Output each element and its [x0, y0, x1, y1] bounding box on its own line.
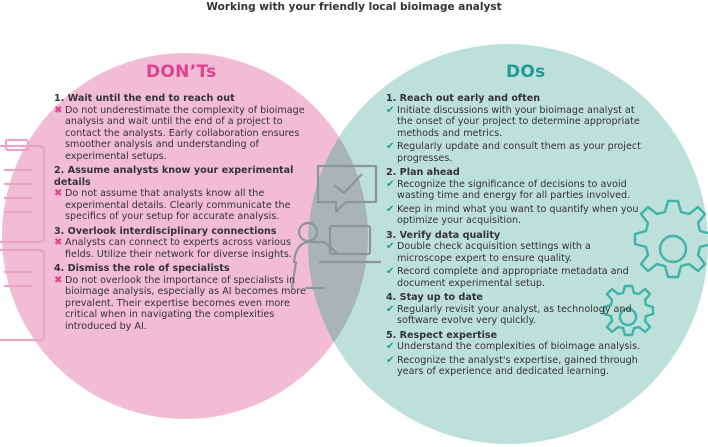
item-text: Initiate discussions with your bioimage …: [397, 104, 640, 139]
section-title: 1. Wait until the end to reach out: [54, 93, 235, 104]
list-item: ✔ Keep in mind what you want to quantify…: [386, 204, 648, 227]
donts-heading: DON’Ts: [146, 62, 217, 82]
list-item: ✔ Recognize the analyst's expertise, gai…: [386, 355, 648, 378]
check-icon: ✔: [386, 266, 395, 277]
section-title: 2. Plan ahead: [386, 167, 460, 178]
list-item: ✔ Understand the complexities of bioimag…: [386, 341, 648, 353]
cross-icon: ✖: [54, 237, 63, 248]
section-title: 5. Respect expertise: [386, 329, 498, 341]
list-item: ✖ Do not overlook the importance of spec…: [54, 275, 316, 333]
cross-icon: ✖: [54, 274, 63, 286]
person-at-laptop-icon: [290, 221, 382, 290]
list-item: ✔ Double check acquisition settings with…: [386, 241, 648, 264]
item-text: Record complete and appropriate metadata…: [397, 266, 629, 289]
chat-bubble-icon: [316, 164, 378, 214]
dos-section: 1. Reach out early and often ✔ Initiate …: [386, 93, 648, 164]
check-icon: ✔: [386, 141, 395, 152]
dos-section: 4. Stay up to date ✔ Regularly revisit y…: [386, 292, 648, 327]
donts-list: 1. Wait until the end to reach out ✖ Do …: [54, 93, 316, 335]
list-item: ✔ Initiate discussions with your bioimag…: [386, 105, 648, 140]
item-text: Keep in mind what you want to quantify w…: [397, 203, 639, 227]
item-text: Do not overlook the importance of specia…: [65, 274, 306, 332]
dos-heading: DOs: [506, 62, 546, 82]
item-text: Understand the complexities of bioimage …: [397, 341, 641, 352]
dos-circle: [308, 44, 708, 444]
check-icon: ✔: [386, 203, 395, 215]
check-icon: ✔: [386, 241, 395, 252]
list-item: ✖ Do not underestimate the complexity of…: [54, 105, 316, 163]
donts-section: 3. Overlook interdisciplinary connection…: [54, 226, 316, 261]
section-title: 1. Reach out early and often: [386, 93, 541, 104]
check-icon: ✔: [386, 104, 395, 116]
item-text: Double check acquisition settings with a…: [397, 241, 591, 264]
item-text: Analysts can connect to experts across v…: [65, 237, 292, 260]
section-title: 4. Dismiss the role of specialists: [54, 263, 230, 274]
list-item: ✔ Recognize the significance of decision…: [386, 179, 648, 202]
list-item: ✔ Record complete and appropriate metada…: [386, 266, 648, 289]
section-title: 3. Verify data quality: [386, 229, 501, 241]
cross-icon: ✖: [54, 188, 63, 199]
donts-section: 2. Assume analysts know your experimenta…: [54, 165, 316, 223]
cross-icon: ✖: [54, 104, 63, 116]
check-icon: ✔: [386, 341, 395, 352]
donts-section: 4. Dismiss the role of specialists ✖ Do …: [54, 263, 316, 332]
item-text: Regularly update and consult them as you…: [397, 141, 641, 164]
item-text: Recognize the analyst's expertise, gaine…: [397, 354, 638, 378]
check-icon: ✔: [386, 178, 395, 190]
item-text: Recognize the significance of decisions …: [397, 178, 631, 202]
check-icon: ✔: [386, 354, 395, 366]
section-title: 4. Stay up to date: [386, 292, 483, 303]
item-text: Do not assume that analysts know all the…: [65, 188, 291, 222]
check-icon: ✔: [386, 303, 395, 315]
item-text: Do not underestimate the complexity of b…: [65, 104, 305, 162]
donts-circle: [2, 53, 368, 419]
page-title: Working with your friendly local bioimag…: [206, 1, 502, 13]
list-item: ✔ Regularly update and consult them as y…: [386, 141, 648, 164]
dos-section: 3. Verify data quality ✔ Double check ac…: [386, 230, 648, 290]
list-item: ✖ Analysts can connect to experts across…: [54, 237, 316, 260]
list-item: ✔ Regularly revisit your analyst, as tec…: [386, 304, 648, 327]
dos-section: 5. Respect expertise ✔ Understand the co…: [386, 330, 648, 378]
dos-section: 2. Plan ahead ✔ Recognize the significan…: [386, 167, 648, 227]
donts-section: 1. Wait until the end to reach out ✖ Do …: [54, 93, 316, 162]
gears-icon: [602, 199, 708, 337]
list-item: ✖ Do not assume that analysts know all t…: [54, 188, 316, 223]
section-title: 2. Assume analysts know your experimenta…: [54, 165, 294, 188]
item-text: Regularly revisit your analyst, as techn…: [397, 303, 632, 327]
dos-list: 1. Reach out early and often ✔ Initiate …: [386, 93, 648, 381]
clipboard-icon: [0, 138, 46, 342]
section-title: 3. Overlook interdisciplinary connection…: [54, 225, 277, 237]
